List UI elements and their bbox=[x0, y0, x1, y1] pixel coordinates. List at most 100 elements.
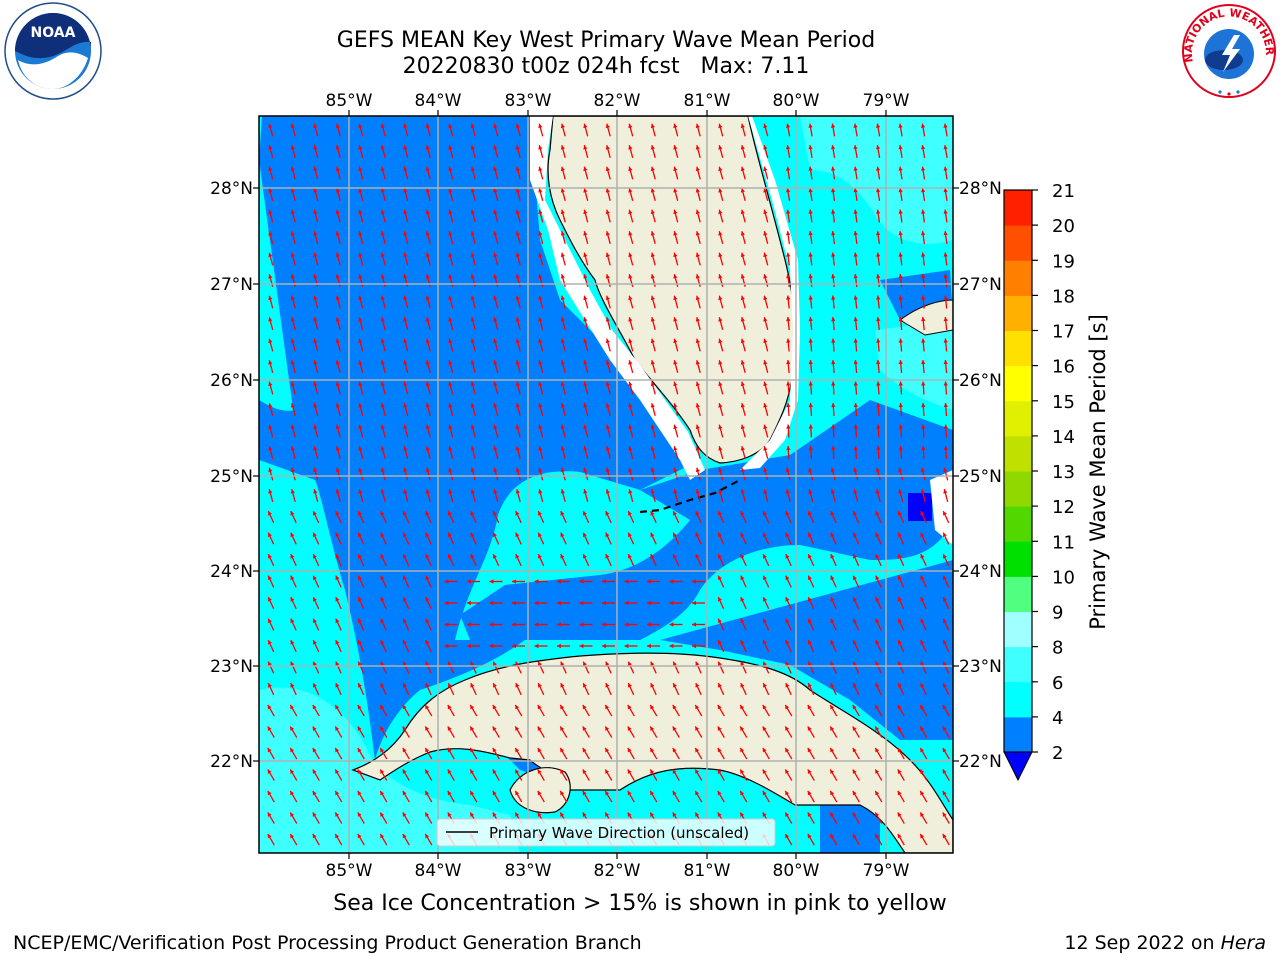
direction-arrow-head bbox=[425, 683, 430, 688]
direction-arrow-head bbox=[489, 622, 494, 627]
direction-arrow-head bbox=[785, 640, 790, 645]
direction-arrow-head bbox=[290, 618, 295, 624]
direction-arrow-head bbox=[582, 726, 587, 731]
direction-arrow-head bbox=[740, 231, 745, 236]
direction-arrow-head bbox=[695, 661, 700, 667]
direction-arrow-head bbox=[831, 274, 836, 279]
direction-arrow-head bbox=[669, 579, 674, 584]
direction-arrow-head bbox=[786, 403, 791, 408]
direction-arrow-head bbox=[695, 446, 700, 451]
direction-arrow-head bbox=[470, 446, 475, 451]
direction-arrow-head bbox=[920, 704, 925, 710]
direction-arrow-head bbox=[852, 833, 857, 839]
direction-arrow-head bbox=[425, 575, 430, 581]
direction-arrow-head bbox=[403, 597, 407, 602]
direction-arrow-head bbox=[335, 295, 340, 301]
direction-arrow-head bbox=[403, 381, 408, 387]
direction-arrow-head bbox=[335, 597, 340, 602]
direction-arrow-head bbox=[448, 683, 452, 688]
direction-arrow-head bbox=[538, 467, 543, 473]
direction-arrow-head bbox=[425, 726, 430, 731]
direction-arrow-head bbox=[313, 166, 318, 172]
direction-arrow-head bbox=[290, 274, 295, 279]
direction-arrow-head bbox=[628, 554, 632, 559]
direction-arrow-head bbox=[313, 403, 318, 408]
direction-arrow-head bbox=[740, 188, 745, 193]
direction-arrow-head bbox=[808, 661, 812, 667]
direction-arrow-head bbox=[312, 769, 317, 774]
direction-arrow-head bbox=[875, 597, 880, 602]
direction-arrow-head bbox=[403, 317, 408, 322]
direction-arrow-head bbox=[335, 467, 340, 473]
direction-arrow-head bbox=[876, 403, 881, 408]
direction-arrow-head bbox=[718, 446, 723, 451]
direction-arrow-head bbox=[852, 747, 857, 753]
direction-arrow-head bbox=[628, 424, 633, 430]
direction-arrow-head bbox=[695, 209, 700, 215]
direction-arrow-head bbox=[853, 575, 857, 581]
direction-arrow-head bbox=[335, 683, 340, 688]
direction-arrow-head bbox=[583, 554, 587, 559]
direction-arrow-head bbox=[605, 790, 610, 796]
direction-arrow-head bbox=[672, 704, 677, 710]
direction-arrow-head bbox=[650, 338, 655, 344]
direction-arrow-head bbox=[853, 295, 858, 300]
direction-arrow-head bbox=[763, 188, 768, 193]
direction-arrow-head bbox=[875, 833, 880, 839]
direction-arrow-head bbox=[627, 812, 632, 817]
direction-arrow-head bbox=[538, 683, 542, 688]
direction-arrow-head bbox=[650, 769, 655, 774]
direction-arrow-head bbox=[493, 683, 497, 688]
direction-arrow-head bbox=[898, 166, 903, 171]
direction-arrow-head bbox=[425, 360, 430, 365]
direction-arrow-head bbox=[313, 424, 318, 430]
direction-arrow-head bbox=[943, 252, 948, 257]
direction-arrow-head bbox=[448, 403, 453, 408]
direction-arrow-head bbox=[831, 231, 836, 236]
direction-arrow-head bbox=[672, 769, 677, 774]
direction-arrow-head bbox=[515, 511, 520, 516]
direction-arrow-head bbox=[898, 231, 903, 236]
direction-arrow-head bbox=[943, 554, 947, 559]
direction-arrow-head bbox=[537, 726, 542, 731]
direction-arrow-head bbox=[268, 554, 272, 559]
direction-arrow-head bbox=[920, 123, 926, 128]
direction-arrow-head bbox=[267, 726, 272, 731]
direction-arrow-head bbox=[786, 338, 791, 343]
chart-title: GEFS MEAN Key West Primary Wave Mean Per… bbox=[336, 28, 876, 53]
direction-arrow-head bbox=[538, 209, 543, 215]
direction-arrow-head bbox=[786, 446, 791, 451]
direction-arrow-head bbox=[920, 790, 925, 796]
direction-arrow-head bbox=[807, 704, 812, 710]
direction-arrow-head bbox=[853, 381, 858, 386]
direction-arrow-head bbox=[268, 166, 273, 172]
direction-arrow-head bbox=[762, 704, 767, 710]
direction-arrow-head bbox=[448, 424, 453, 430]
direction-arrow-head bbox=[358, 145, 363, 150]
lat-label-right: 27°N bbox=[959, 275, 1002, 295]
direction-arrow-head bbox=[740, 317, 745, 322]
direction-arrow-head bbox=[921, 188, 926, 193]
direction-arrow-head bbox=[560, 403, 565, 408]
direction-arrow-head bbox=[493, 532, 497, 538]
direction-arrow-head bbox=[268, 381, 273, 387]
direction-arrow-head bbox=[403, 252, 408, 258]
direction-arrow-head bbox=[672, 726, 677, 731]
direction-arrow-head bbox=[380, 683, 385, 688]
direction-arrow-head bbox=[718, 511, 722, 516]
direction-arrow-head bbox=[808, 511, 812, 516]
direction-arrow-head bbox=[380, 424, 385, 430]
direction-arrow-head bbox=[650, 424, 655, 430]
direction-arrow-head bbox=[335, 511, 340, 516]
direction-arrow-head bbox=[538, 446, 543, 451]
direction-arrow-head bbox=[560, 424, 565, 430]
lon-label-top: 81°W bbox=[684, 91, 731, 111]
direction-arrow-head bbox=[786, 295, 791, 300]
direction-arrow-head bbox=[380, 123, 385, 129]
direction-arrow-head bbox=[515, 467, 520, 473]
direction-arrow-head bbox=[312, 833, 317, 839]
direction-arrow-head bbox=[808, 640, 812, 645]
direction-arrow-head bbox=[268, 360, 273, 365]
direction-arrow-head bbox=[425, 489, 430, 494]
direction-arrow-head bbox=[358, 231, 363, 236]
